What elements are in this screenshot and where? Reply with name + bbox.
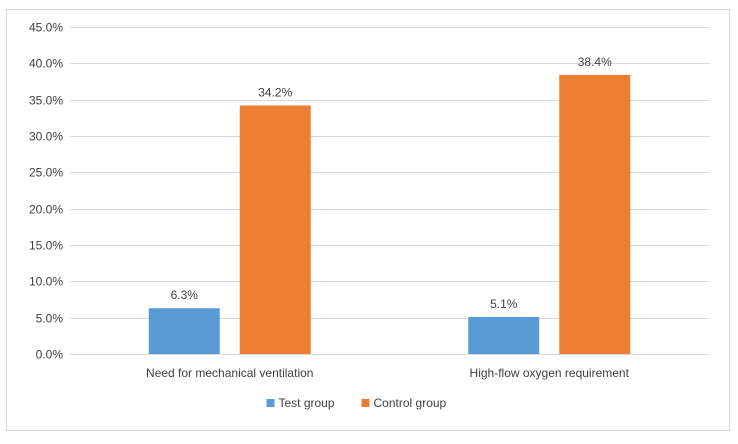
legend-item[interactable]: Test group <box>266 396 335 410</box>
y-tick-label: 25.0% <box>29 166 63 180</box>
y-tick-label: 20.0% <box>29 203 63 217</box>
x-tick-label: High-flow oxygen requirement <box>470 366 630 380</box>
legend[interactable]: Test group Control group <box>266 396 447 410</box>
bar <box>468 316 540 354</box>
bars <box>148 74 631 355</box>
y-tick-label: 15.0% <box>29 239 63 253</box>
data-label: 6.3% <box>171 288 199 302</box>
y-tick-label: 40.0% <box>29 57 63 71</box>
legend-item[interactable]: Control group <box>361 396 447 410</box>
data-label: 38.4% <box>578 55 612 69</box>
bar <box>559 74 631 355</box>
legend-label: Test group <box>279 396 335 410</box>
legend-swatch <box>361 399 370 407</box>
y-tick-label: 30.0% <box>29 130 63 144</box>
y-tick-label: 5.0% <box>36 312 64 326</box>
y-tick-label: 35.0% <box>29 94 63 108</box>
x-tick-label: Need for mechanical ventilation <box>146 366 313 380</box>
y-tick-label: 0.0% <box>36 348 64 362</box>
bar <box>148 308 220 354</box>
chart-area: 0.0% 5.0% 10.0% 15.0% 20.0% 25.0% 30.0% 35.0% 40… <box>6 9 730 431</box>
data-labels: 6.3% 34.2% 5.1% 38.4% <box>171 55 613 311</box>
data-label: 5.1% <box>490 297 518 311</box>
bar-chart: 0.0% 5.0% 10.0% 15.0% 20.0% 25.0% 30.0% 35.0% 40… <box>29 21 709 410</box>
legend-swatch <box>266 399 275 407</box>
bar <box>239 105 311 354</box>
data-label: 34.2% <box>258 85 292 99</box>
y-tick-label: 45.0% <box>29 21 63 35</box>
x-axis-category-labels: Need for mechanical ventilation High-flow… <box>146 366 630 380</box>
legend-label: Control group <box>374 396 447 410</box>
y-tick-label: 10.0% <box>29 275 63 289</box>
y-axis-tick-labels: 0.0% 5.0% 10.0% 15.0% 20.0% 25.0% 30.0% 35.0% 40… <box>29 21 63 362</box>
